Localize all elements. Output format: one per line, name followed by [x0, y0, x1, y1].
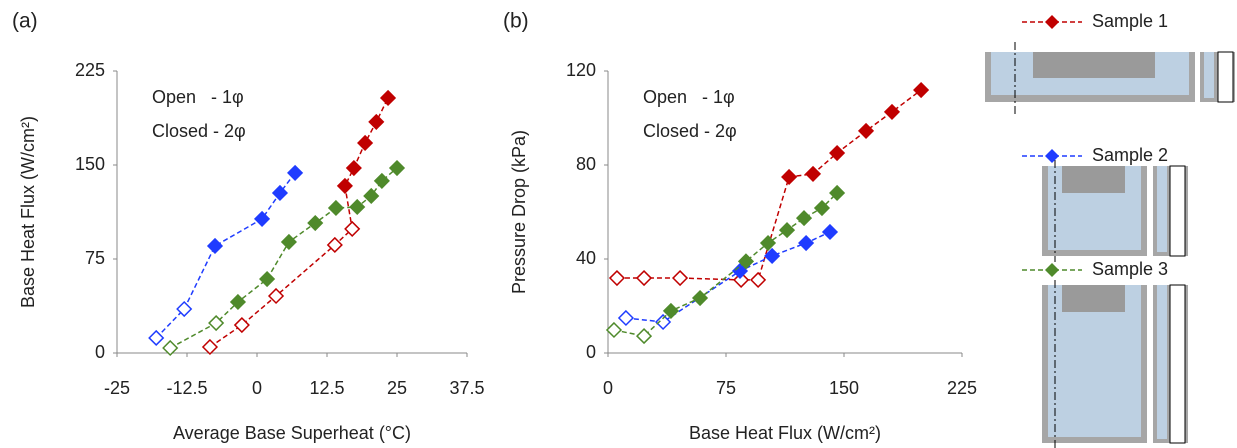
panel-label: (a): [12, 10, 38, 33]
marker: [349, 198, 366, 216]
marker: [379, 89, 397, 107]
x-tick-label: 25: [387, 378, 407, 398]
x-tick-label: 225: [947, 378, 977, 398]
marker: [345, 159, 362, 177]
marker: [357, 134, 374, 152]
annotation: Open - 1φ: [152, 87, 244, 107]
marker: [759, 234, 777, 252]
legend-marker: [1045, 149, 1059, 163]
marker: [176, 300, 193, 318]
marker: [608, 269, 626, 287]
marker: [326, 236, 343, 254]
x-axis-title: Average Base Superheat (°C): [173, 423, 411, 443]
marker: [829, 144, 846, 162]
marker: [655, 313, 672, 331]
schematic-3: [1042, 280, 1188, 448]
marker: [344, 220, 361, 237]
marker: [368, 113, 385, 130]
x-tick-label: -12.5: [166, 378, 207, 398]
marker: [229, 293, 247, 311]
annotation: Closed - 2φ: [152, 121, 246, 141]
schematic-2: [1042, 160, 1188, 262]
marker: [388, 159, 406, 177]
annotation: Closed - 2φ: [643, 121, 737, 141]
x-tick-label: -25: [104, 378, 130, 398]
marker: [327, 199, 345, 217]
marker: [162, 339, 179, 357]
marker: [662, 302, 679, 319]
x-tick-label: 150: [829, 378, 859, 398]
y-tick-label: 225: [75, 60, 105, 80]
x-tick-label: 0: [603, 378, 613, 398]
marker: [635, 269, 653, 287]
marker: [201, 338, 219, 356]
marker: [795, 210, 813, 227]
y-tick-label: 0: [95, 342, 105, 362]
marker: [821, 223, 839, 241]
marker: [829, 184, 846, 202]
marker: [267, 287, 285, 305]
y-axis-title: Pressure Drop (kPa): [509, 130, 529, 294]
legend-marker: [1045, 263, 1059, 277]
marker: [781, 168, 798, 186]
marker: [280, 233, 297, 251]
marker: [913, 81, 930, 99]
y-tick-label: 120: [566, 60, 596, 80]
marker: [307, 214, 324, 232]
marker: [206, 237, 224, 255]
marker: [271, 184, 289, 202]
x-axis-title: Base Heat Flux (W/cm²): [689, 423, 881, 443]
marker: [148, 329, 165, 347]
y-tick-label: 0: [586, 342, 596, 362]
marker: [635, 328, 653, 345]
marker: [605, 321, 623, 339]
y-tick-label: 75: [85, 248, 105, 268]
marker: [233, 316, 250, 334]
legend-label: Sample 3: [1092, 259, 1168, 279]
marker: [691, 289, 709, 307]
marker: [373, 172, 390, 189]
y-tick-label: 80: [576, 154, 596, 174]
marker: [764, 247, 781, 265]
marker: [617, 309, 634, 327]
marker: [857, 122, 875, 139]
x-tick-label: 37.5: [449, 378, 484, 398]
series-line: [613, 192, 838, 337]
marker: [253, 210, 271, 227]
marker: [750, 271, 767, 288]
legend-marker: [1045, 15, 1059, 29]
marker: [287, 164, 304, 181]
x-tick-label: 12.5: [309, 378, 344, 398]
annotation: Open - 1φ: [643, 87, 735, 107]
marker: [363, 187, 380, 205]
series-line: [625, 231, 831, 323]
x-tick-label: 0: [252, 378, 262, 398]
marker: [259, 270, 276, 288]
panel-label: (b): [503, 10, 529, 33]
marker: [804, 165, 822, 182]
marker: [731, 262, 749, 280]
x-tick-label: 75: [716, 378, 736, 398]
marker: [737, 253, 755, 270]
marker: [208, 314, 225, 332]
series-line: [209, 97, 389, 348]
marker: [798, 234, 815, 252]
marker: [671, 269, 689, 287]
legend-label: Sample 2: [1092, 145, 1168, 165]
marker: [778, 222, 796, 239]
marker: [883, 103, 901, 120]
marker: [813, 199, 831, 217]
y-tick-label: 40: [576, 248, 596, 268]
y-axis-title: Base Heat Flux (W/cm²): [18, 116, 38, 308]
schematic-1: [985, 42, 1235, 115]
y-tick-label: 150: [75, 154, 105, 174]
legend-label: Sample 1: [1092, 11, 1168, 31]
marker: [336, 177, 353, 194]
